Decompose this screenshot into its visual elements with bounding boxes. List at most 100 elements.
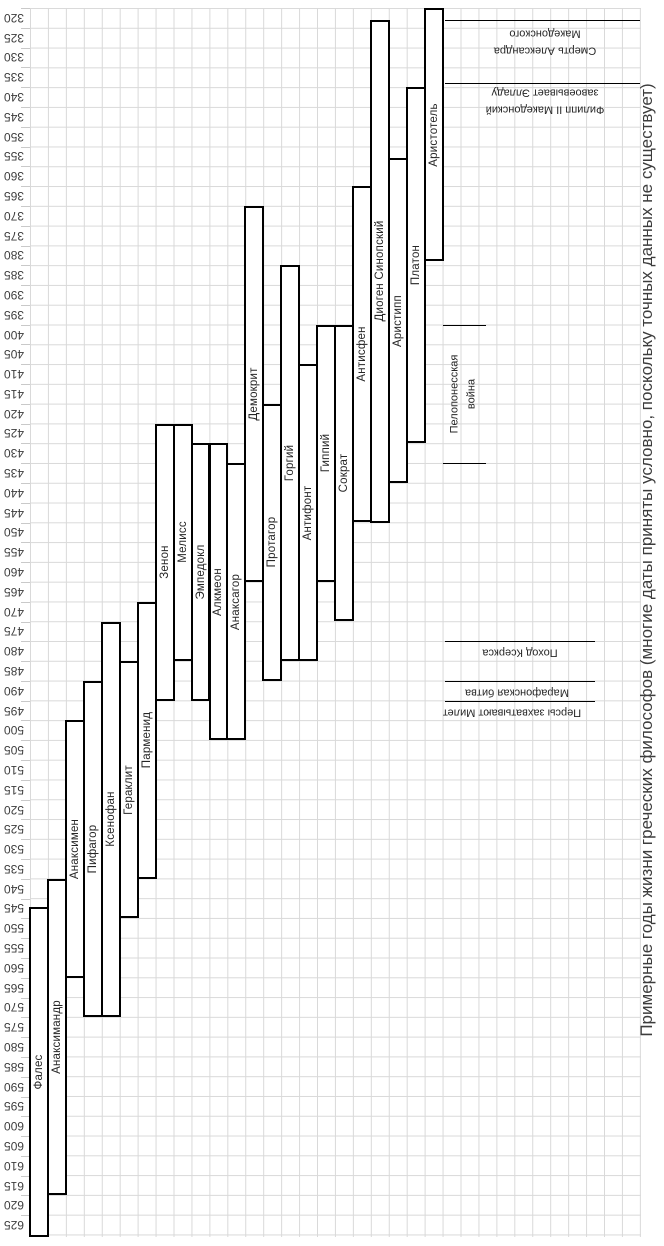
year-label: 475: [3, 624, 25, 639]
year-label: 580: [3, 1039, 25, 1054]
axis-tick: [21, 938, 30, 940]
philosopher-label: Диоген Синопский: [374, 220, 387, 322]
year-label: 375: [3, 228, 25, 243]
philosopher-label: Анаксимен: [68, 818, 81, 880]
year-label: 525: [3, 822, 25, 837]
event-line: [445, 680, 595, 682]
philosopher-label: Протагор: [266, 517, 279, 568]
axis-tick: [21, 898, 30, 900]
philosopher-label: Пифагор: [86, 824, 99, 874]
axis-tick: [21, 285, 30, 287]
axis-tick: [21, 641, 30, 643]
philosopher-label: Анаксагор: [230, 573, 243, 630]
axis-tick: [21, 47, 30, 49]
axis-tick: [21, 483, 30, 484]
year-label: 395: [3, 307, 25, 322]
axis-tick: [21, 542, 30, 544]
philosopher-bar: Мелисс: [172, 423, 193, 662]
year-label: 485: [3, 663, 25, 678]
philosopher-label: Гиппий: [320, 433, 333, 473]
year-label: 330: [3, 50, 25, 65]
philosopher-bar: Пифагор: [82, 680, 103, 1018]
year-label: 400: [3, 327, 25, 342]
axis-tick: [21, 87, 30, 89]
philosopher-bar: Протагор: [262, 403, 283, 681]
philosopher-bar: Сократ: [334, 324, 355, 622]
philosopher-label: Горгий: [284, 444, 297, 482]
axis-tick: [21, 957, 30, 959]
axis-tick: [21, 621, 30, 623]
event-label: Смерть Александра Македонского: [493, 28, 597, 57]
year-label: 610: [3, 1158, 25, 1173]
axis-tick: [21, 463, 30, 465]
year-label: 415: [3, 386, 25, 401]
philosopher-label: Парменид: [140, 712, 153, 769]
axis-tick: [21, 8, 30, 9]
axis-tick: [21, 1037, 30, 1039]
axis-tick: [21, 819, 30, 821]
year-label: 515: [3, 782, 25, 797]
axis-tick: [21, 502, 30, 504]
axis-tick: [21, 344, 30, 346]
philosopher-label: Платон: [409, 245, 422, 286]
year-label: 450: [3, 525, 25, 540]
axis-tick: [21, 27, 30, 29]
year-label: 430: [3, 446, 25, 461]
year-label: 570: [3, 1000, 25, 1015]
axis-tick: [21, 265, 30, 267]
axis-tick: [21, 997, 30, 999]
year-label: 575: [3, 1020, 25, 1035]
year-label: 350: [3, 129, 25, 144]
philosopher-bar: Эмпедокл: [190, 443, 211, 701]
year-label: 625: [3, 1218, 25, 1233]
year-label: 550: [3, 921, 25, 936]
year-label: 325: [3, 30, 25, 45]
year-label: 595: [3, 1099, 25, 1114]
philosopher-label: Ксенофан: [104, 791, 117, 848]
axis-tick: [21, 1175, 30, 1177]
philosopher-label: Демокрит: [248, 367, 261, 421]
axis-tick: [21, 166, 30, 168]
year-label: 380: [3, 248, 25, 263]
philosopher-bar: Гераклит: [118, 661, 139, 919]
year-label: 405: [3, 347, 25, 362]
year-label: 355: [3, 149, 25, 164]
axis-tick: [21, 581, 30, 583]
axis-tick: [21, 522, 30, 524]
philosopher-label: Алкмеон: [212, 567, 225, 616]
axis-tick: [21, 1155, 30, 1157]
year-label: 535: [3, 861, 25, 876]
year-label: 590: [3, 1079, 25, 1094]
axis-tick: [21, 680, 30, 682]
philosopher-bar: Гиппий: [316, 324, 337, 582]
event-line: [445, 700, 595, 702]
year-label: 445: [3, 505, 25, 520]
axis-tick: [21, 661, 30, 663]
axis-tick: [21, 760, 30, 761]
year-label: 480: [3, 644, 25, 659]
axis-tick: [21, 205, 30, 207]
philosopher-label: Мелисс: [176, 521, 189, 564]
philosopher-label: Гераклит: [122, 764, 135, 815]
year-label: 390: [3, 287, 25, 302]
event-label: Поход Ксеркса: [482, 646, 558, 659]
axis-tick: [21, 403, 30, 405]
year-label: 615: [3, 1178, 25, 1193]
philosopher-bar: Зенон: [154, 423, 175, 701]
year-label: 490: [3, 683, 25, 698]
axis-tick: [21, 1136, 30, 1137]
axis-tick: [21, 700, 30, 702]
axis-tick: [21, 107, 30, 108]
philosopher-bar: Антифонт: [298, 364, 319, 662]
event-label: Филипп II Македонский завоевывает Элладу: [485, 87, 605, 116]
philosopher-label: Антифонт: [302, 485, 315, 541]
year-label: 620: [3, 1198, 25, 1213]
axis-tick: [21, 799, 30, 801]
year-label: 365: [3, 189, 25, 203]
year-label: 505: [3, 743, 25, 758]
philosopher-label: Аристипп: [391, 294, 404, 347]
axis-tick: [21, 1195, 30, 1197]
event-line: [445, 19, 640, 21]
event-line: [445, 641, 595, 643]
year-label: 370: [3, 208, 25, 223]
